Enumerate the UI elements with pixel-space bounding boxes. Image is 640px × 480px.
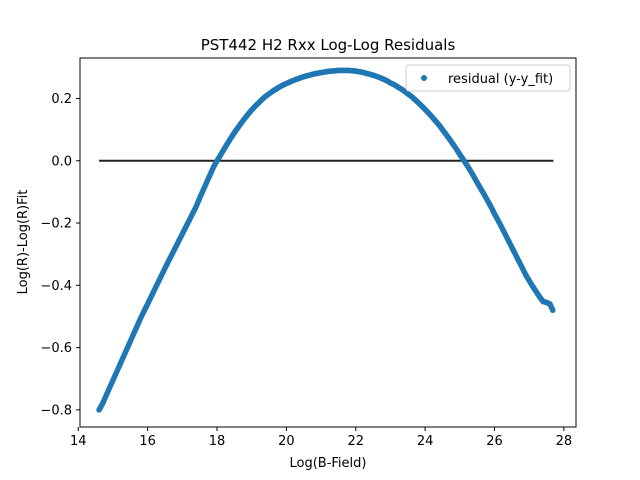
tick-layer: 14 16 18 20 22 24 26 28 −0.8 −0.6 −0.4 −0.2 0.0 0.2 xyxy=(40,92,572,449)
legend: residual (y-y_fit) xyxy=(405,64,571,92)
x-tick-label: 24 xyxy=(417,434,434,449)
chart-title: PST442 H2 Rxx Log-Log Residuals xyxy=(201,36,456,54)
x-tick-label: 28 xyxy=(556,434,573,449)
x-tick-label: 22 xyxy=(347,434,364,449)
legend-box xyxy=(405,64,571,92)
y-tick-label: −0.8 xyxy=(40,403,72,418)
x-tick-label: 18 xyxy=(209,434,226,449)
x-axis-label: Log(B-Field) xyxy=(290,456,367,471)
y-tick-label: 0.2 xyxy=(51,92,72,107)
data-point xyxy=(549,307,556,314)
x-tick-label: 20 xyxy=(278,434,295,449)
x-tick-label: 14 xyxy=(70,434,87,449)
plot-frame xyxy=(79,57,577,428)
legend-marker xyxy=(421,75,427,81)
y-tick-label: −0.4 xyxy=(40,279,72,294)
x-tick-label: 26 xyxy=(486,434,503,449)
y-axis-label: Log(R)-Log(R)Fit xyxy=(16,190,31,295)
plot-layer xyxy=(96,67,556,413)
y-tick-label: 0.0 xyxy=(51,154,72,169)
x-tick-label: 16 xyxy=(139,434,156,449)
y-tick-label: −0.6 xyxy=(40,341,72,356)
legend-label: residual (y-y_fit) xyxy=(448,72,553,87)
y-tick-label: −0.2 xyxy=(40,217,72,232)
